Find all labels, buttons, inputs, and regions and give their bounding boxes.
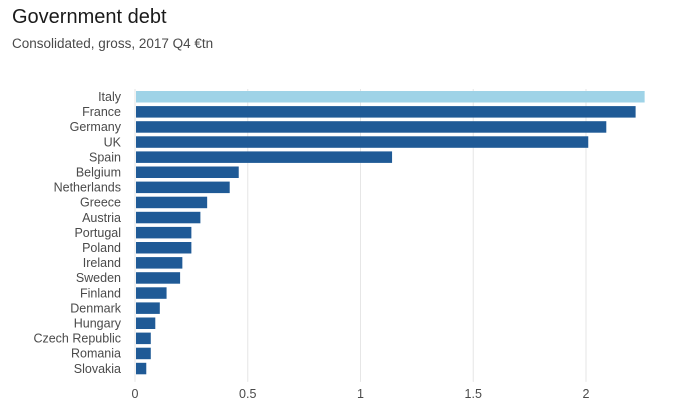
x-tick-label: 1.5: [465, 387, 482, 401]
bar-netherlands: [136, 181, 230, 194]
gridlines: [134, 89, 587, 382]
category-label: Italy: [98, 90, 122, 104]
category-label: Czech Republic: [33, 332, 121, 346]
bar-denmark: [136, 302, 160, 314]
bar-italy: [136, 91, 645, 103]
x-tick-label: 2: [583, 387, 590, 401]
bar-greece: [136, 196, 208, 209]
category-label: Sweden: [76, 271, 121, 285]
category-label: Greece: [80, 196, 121, 210]
bar-portugal: [136, 226, 192, 239]
bar-uk: [136, 136, 589, 148]
category-label: Portugal: [74, 226, 121, 240]
bar-france: [136, 106, 636, 118]
bar-poland: [136, 242, 192, 254]
category-label: Spain: [89, 150, 121, 164]
category-label: France: [82, 105, 121, 119]
x-tick-label: 1: [357, 387, 364, 401]
chart-title: Government debt: [12, 6, 167, 28]
chart-subtitle: Consolidated, gross, 2017 Q4 €tn: [12, 36, 214, 51]
bar-belgium: [136, 166, 239, 178]
bar-slovakia: [136, 362, 147, 375]
category-label: Finland: [80, 286, 121, 300]
bar-romania: [136, 347, 151, 360]
category-label: Hungary: [74, 317, 122, 331]
bar-austria: [136, 211, 201, 224]
category-label: Belgium: [76, 166, 121, 180]
x-tick-label: 0: [132, 387, 139, 401]
category-label: UK: [104, 135, 122, 149]
category-label: Germany: [70, 120, 122, 134]
category-label: Austria: [82, 211, 121, 225]
category-label: Denmark: [70, 301, 121, 315]
bars: [136, 91, 645, 375]
bar-germany: [136, 121, 607, 133]
bar-finland: [136, 287, 167, 299]
category-label: Poland: [82, 241, 121, 255]
bar-czech-republic: [136, 332, 151, 345]
category-label: Ireland: [83, 256, 121, 270]
category-label: Romania: [71, 347, 121, 361]
x-tick-labels: 0 0.5 1 1.5 2: [132, 387, 590, 401]
bar-sweden: [136, 272, 181, 284]
category-label: Slovakia: [74, 362, 121, 376]
bar-ireland: [136, 257, 183, 269]
category-label: Netherlands: [54, 181, 121, 195]
bar-spain: [136, 151, 393, 163]
x-tick-label: 0.5: [239, 387, 256, 401]
bar-hungary: [136, 317, 156, 329]
